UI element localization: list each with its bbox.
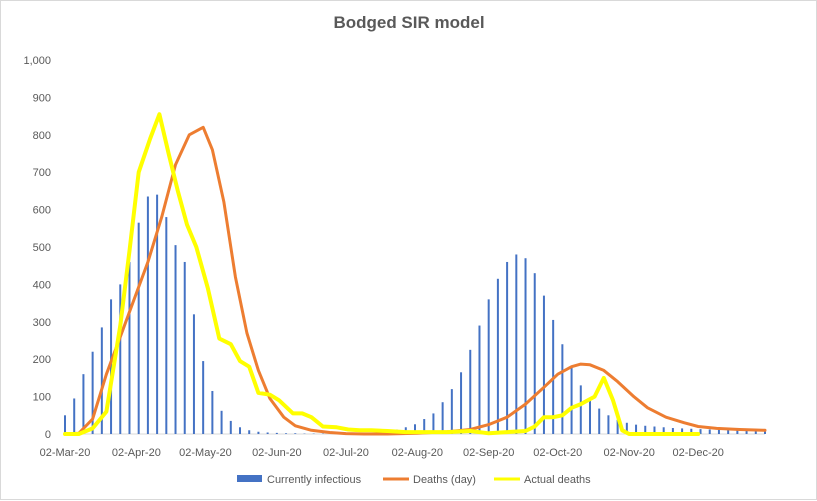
infectious-bar (276, 433, 278, 434)
infectious-bar (64, 415, 66, 434)
infectious-bar (193, 314, 195, 434)
x-tick-label: 02-Jul-20 (323, 447, 369, 459)
infectious-bar (727, 430, 729, 434)
infectious-bar (211, 391, 213, 434)
infectious-bar (267, 433, 269, 434)
y-tick-label: 100 (33, 392, 51, 404)
infectious-bar (239, 427, 241, 434)
x-tick-label: 02-Apr-20 (112, 447, 161, 459)
infectious-bar (478, 326, 480, 434)
x-tick-label: 02-Jun-20 (252, 447, 302, 459)
y-tick-label: 900 (33, 92, 51, 104)
deaths-day-line (65, 127, 765, 434)
infectious-bar (294, 433, 296, 434)
infectious-bar (175, 245, 177, 434)
y-tick-label: 600 (33, 205, 51, 217)
infectious-bar (534, 273, 536, 434)
infectious-bar (230, 421, 232, 434)
infectious-bar (469, 350, 471, 434)
infectious-bar (184, 262, 186, 434)
infectious-bar (571, 367, 573, 434)
infectious-bar (525, 258, 527, 434)
x-tick-label: 02-Aug-20 (392, 447, 443, 459)
y-tick-label: 1,000 (23, 55, 51, 67)
infectious-bar (515, 254, 517, 434)
infectious-bar (709, 430, 711, 434)
infectious-bar (248, 430, 250, 434)
x-axis: 02-Mar-20 02-Apr-20 02-May-20 02-Jun-20 02-J… (40, 434, 765, 459)
infectious-bar (543, 296, 545, 434)
infectious-bar (221, 411, 223, 434)
infectious-bar (285, 433, 287, 434)
y-tick-label: 300 (33, 317, 51, 329)
x-tick-label: 02-May-20 (179, 447, 232, 459)
x-tick-label: 02-Sep-20 (463, 447, 514, 459)
infectious-bar (73, 398, 75, 434)
infectious-bar (257, 432, 259, 434)
x-tick-label: 02-Nov-20 (603, 447, 654, 459)
infectious-bar (128, 262, 130, 434)
infectious-bars (64, 195, 766, 434)
legend-swatch-currently-infectious (237, 475, 262, 482)
chart-title: Bodged SIR model (333, 13, 484, 32)
death-lines (65, 114, 765, 434)
legend-label-actual-deaths: Actual deaths (524, 474, 591, 486)
x-tick-label: 02-Mar-20 (40, 447, 91, 459)
infectious-bar (451, 389, 453, 434)
y-tick-label: 200 (33, 354, 51, 366)
infectious-bar (442, 402, 444, 434)
infectious-bar (589, 398, 591, 434)
y-tick-label: 400 (33, 279, 51, 291)
y-tick-label: 0 (45, 429, 51, 441)
infectious-bar (607, 415, 609, 434)
infectious-bar (497, 279, 499, 434)
y-tick-label: 800 (33, 130, 51, 142)
infectious-bar (165, 217, 167, 434)
y-tick-label: 700 (33, 167, 51, 179)
legend: Currently infectious Deaths (day) Actual d… (237, 474, 591, 486)
infectious-bar (147, 197, 149, 434)
infectious-bar (718, 430, 720, 434)
y-axis: 0 100 200 300 400 500 600 700 800 900 1,000 (23, 55, 51, 441)
infectious-bar (138, 223, 140, 434)
legend-label-deaths-day: Deaths (day) (413, 474, 476, 486)
infectious-bar (460, 372, 462, 434)
infectious-bar (506, 262, 508, 434)
infectious-bar (580, 385, 582, 434)
x-tick-label: 02-Oct-20 (533, 447, 582, 459)
infectious-bar (598, 409, 600, 434)
x-tick-label: 02-Dec-20 (673, 447, 724, 459)
y-tick-label: 500 (33, 242, 51, 254)
infectious-bar (561, 344, 563, 434)
infectious-bar (202, 361, 204, 434)
legend-label-currently-infectious: Currently infectious (267, 474, 362, 486)
actual-deaths-line (65, 114, 698, 434)
infectious-bar (82, 374, 84, 434)
infectious-bar (488, 299, 490, 434)
